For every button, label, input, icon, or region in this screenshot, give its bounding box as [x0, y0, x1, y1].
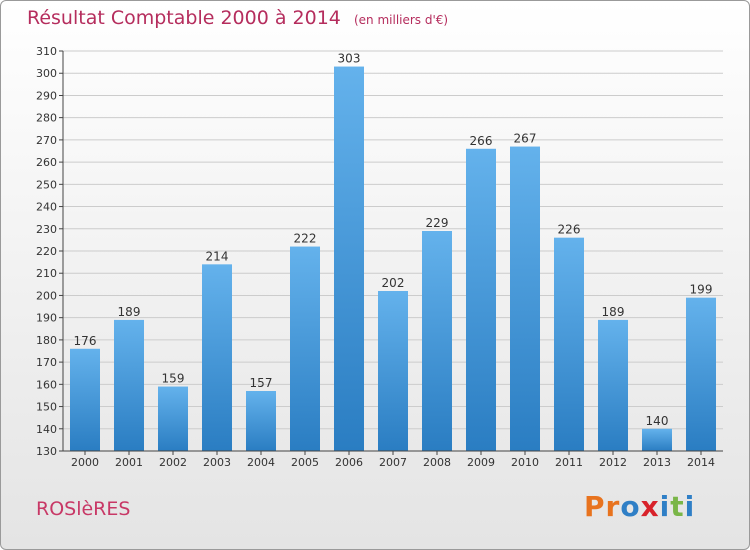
data-label-2007: 202	[382, 276, 405, 290]
logo-letter: o	[620, 490, 641, 523]
x-tick-label-2002: 2002	[159, 456, 187, 469]
x-tick-label-2000: 2000	[71, 456, 99, 469]
x-tick-label-2003: 2003	[203, 456, 231, 469]
y-tick-label: 240	[36, 201, 57, 214]
data-label-2014: 199	[690, 283, 713, 297]
data-label-2010: 267	[514, 132, 537, 146]
bar-2010	[510, 146, 540, 452]
y-tick-label: 220	[36, 245, 57, 258]
data-label-2002: 159	[162, 372, 185, 386]
x-tick-label-2008: 2008	[423, 456, 451, 469]
bar-2001	[114, 319, 144, 451]
bars	[70, 66, 716, 452]
chart-title: Résultat Comptable 2000 à 2014 (en milli…	[27, 7, 448, 29]
x-tick-label-2011: 2011	[555, 456, 583, 469]
data-label-2004: 157	[250, 376, 273, 390]
y-tick-label: 270	[36, 134, 57, 147]
data-label-2008: 229	[426, 216, 449, 230]
bar-2012	[598, 319, 628, 451]
data-label-2005: 222	[294, 232, 317, 246]
bar-2003	[202, 264, 232, 451]
y-tick-label: 230	[36, 223, 57, 236]
logo-letter: i	[659, 490, 671, 523]
y-tick-label: 140	[36, 423, 57, 436]
data-label-2003: 214	[206, 249, 229, 263]
y-tick-label: 150	[36, 401, 57, 414]
y-tick-label: 180	[36, 334, 57, 347]
chart-title-text: Résultat Comptable 2000 à 2014	[27, 7, 341, 29]
bar-2004	[246, 391, 276, 451]
y-tick-label: 200	[36, 289, 57, 302]
x-tick-label-2012: 2012	[599, 456, 627, 469]
y-tick-label: 310	[36, 45, 57, 58]
y-tick-label: 210	[36, 267, 57, 280]
data-label-2012: 189	[602, 305, 625, 319]
x-tick-label-2014: 2014	[687, 456, 715, 469]
data-label-2011: 226	[558, 223, 581, 237]
data-label-2006: 303	[338, 52, 361, 66]
data-labels: 176 189 159 214 157 222 303 202 229 266 267 226 189 1…	[74, 52, 713, 428]
bar-2008	[422, 231, 452, 451]
x-tick-label-2001: 2001	[115, 456, 143, 469]
logo-letter: i	[684, 490, 696, 523]
bar-2013	[642, 428, 672, 451]
y-tick-label: 260	[36, 156, 57, 169]
x-tick-label-2010: 2010	[511, 456, 539, 469]
logo-letter: r	[605, 490, 621, 523]
x-tick-label-2005: 2005	[291, 456, 319, 469]
y-tick-label: 250	[36, 178, 57, 191]
logo-letter: t	[670, 490, 685, 523]
logo-letter: x	[640, 490, 660, 523]
axes: 130 140 150 160 170 180 190 200 210 220 230 240 250 2…	[36, 45, 723, 469]
bar-2009	[466, 148, 496, 451]
data-label-2013: 140	[646, 414, 669, 428]
commune-name: ROSlèRES	[36, 498, 131, 520]
x-tick-label-2006: 2006	[335, 456, 363, 469]
y-tick-label: 160	[36, 378, 57, 391]
x-tick-label-2013: 2013	[643, 456, 671, 469]
data-label-2009: 266	[470, 134, 493, 148]
bar-2014	[686, 297, 716, 451]
x-tick-label-2009: 2009	[467, 456, 495, 469]
chart-unit-text: (en milliers d'€)	[353, 13, 449, 27]
bar-2002	[158, 386, 188, 451]
bar-2007	[378, 291, 408, 451]
logo-letter: P	[584, 490, 606, 523]
bar-2011	[554, 237, 584, 451]
y-tick-label: 130	[36, 445, 57, 458]
y-tick-label: 300	[36, 67, 57, 80]
data-label-2001: 189	[118, 305, 141, 319]
bar-2005	[290, 246, 320, 451]
proxiti-logo[interactable]: Proxiti	[584, 490, 695, 523]
y-tick-label: 280	[36, 112, 57, 125]
data-label-2000: 176	[74, 334, 97, 348]
bar-2000	[70, 348, 100, 451]
x-tick-label-2004: 2004	[247, 456, 275, 469]
y-tick-label: 290	[36, 89, 57, 102]
y-tick-label: 190	[36, 312, 57, 325]
bar-2006	[334, 66, 364, 452]
x-tick-label-2007: 2007	[379, 456, 407, 469]
y-tick-label: 170	[36, 356, 57, 369]
